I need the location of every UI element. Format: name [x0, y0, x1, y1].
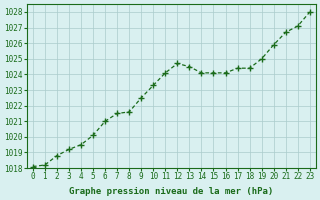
- X-axis label: Graphe pression niveau de la mer (hPa): Graphe pression niveau de la mer (hPa): [69, 187, 274, 196]
